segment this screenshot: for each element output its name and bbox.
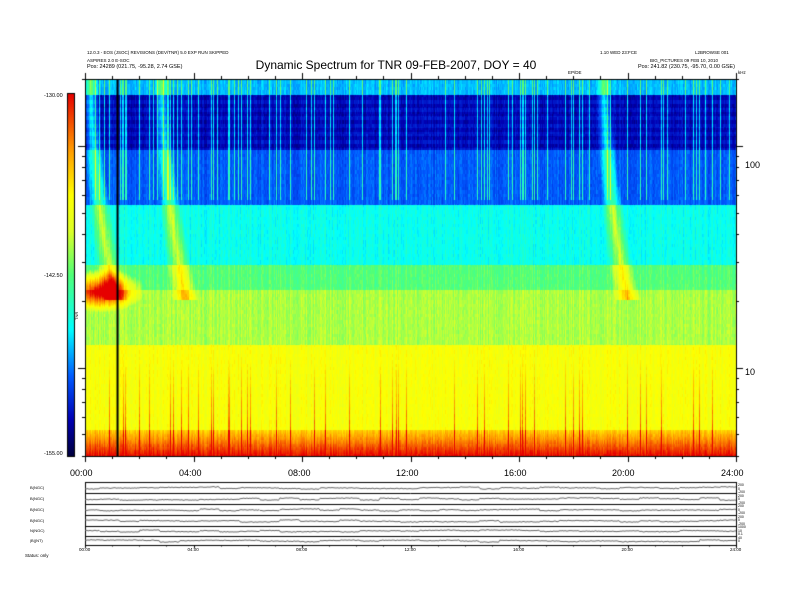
colorbar-tick-top: -130.00: [44, 93, 63, 99]
bottom-label-6: |B|(NT): [30, 538, 43, 543]
bottom-x-tick: 12:00: [404, 547, 416, 552]
bottom-x-tick: 08:00: [296, 547, 308, 552]
bottom-x-tick: 04:00: [187, 547, 199, 552]
bottom-right-tick: 0.1: [738, 532, 743, 536]
bottom-right-tick: -200: [738, 511, 746, 515]
bottom-right-tick: 0: [738, 539, 740, 543]
bottom-label-5: N(NGC): [30, 528, 45, 533]
x-tick-16: 16:00: [504, 468, 527, 478]
bottom-right-tick: 0: [738, 518, 740, 522]
bottom-label-2: B(NGC): [30, 496, 45, 501]
header-left-pos: Pos: 24289 (021.75, -95.28, 2.74 GSE): [87, 64, 183, 70]
x-tick-04: 04:00: [179, 468, 202, 478]
bottom-right-tick: 200: [738, 493, 744, 498]
bottom-right-tick: 200: [738, 514, 744, 519]
bottom-x-tick: 24:00: [730, 547, 742, 552]
x-tick-24: 24:00: [721, 468, 744, 478]
y-tick-100: 100: [745, 160, 761, 170]
bottom-right-tick: -200: [738, 521, 746, 526]
header-left-line2: ASPIRES 2.0 E-SOC: [87, 58, 130, 63]
x-tick-20: 20:00: [612, 468, 635, 478]
y-tick-10: 10: [745, 367, 756, 377]
bottom-right-tick: 200: [738, 504, 744, 508]
bottom-right-tick: 10: [738, 528, 742, 533]
bottom-label-1: B(NGC): [30, 485, 45, 490]
bottom-x-tick: 20:00: [621, 547, 633, 552]
colorbar-label: TNR: [74, 311, 79, 320]
bottom-right-tick: 1000: [738, 525, 746, 529]
chart-title: Dynamic Spectrum for TNR 09-FEB-2007, DO…: [255, 58, 537, 72]
header-right-pos: Pos: 241.82 (230.75, -95.70, 0.00 GSE): [638, 64, 735, 70]
bottom-right-tick: 200: [738, 483, 744, 487]
colorbar-tick-mid: -142.50: [44, 273, 63, 279]
bottom-label-4: B(NGC): [30, 518, 45, 523]
header-right-line1b: L2BROWSE 001: [695, 50, 729, 55]
x-tick-08: 08:00: [288, 468, 311, 478]
y-unit-label: kHz: [738, 70, 746, 75]
header-mid-label: EP/DE: [568, 70, 582, 75]
header-left-line1: 12.0.3 - EOS (JSOC) REVISIONS (DEV/TNR) …: [87, 50, 229, 55]
bottom-x-tick: 16:00: [513, 547, 525, 552]
x-tick-12: 12:00: [396, 468, 419, 478]
colorbar-tick-bottom: -155.00: [44, 451, 63, 457]
x-tick-00: 00:00: [70, 468, 93, 478]
bottom-x-tick: 00:00: [79, 547, 91, 552]
header-right-line1: 1.10 WED 23:FCE: [600, 50, 638, 55]
bottom-right-tick: 0: [738, 486, 740, 491]
header-right-line2: BIG_PICTURES 09 FEB 10, 2010: [650, 58, 719, 63]
bottom-right-tick: 0: [738, 507, 740, 512]
bottom-right-tick: 40: [738, 535, 742, 540]
bottom-right-tick: 0: [738, 497, 740, 501]
bottom-right-tick: -200: [738, 500, 746, 505]
bottom-label-3: B(NGC): [30, 507, 45, 512]
bottom-right-tick: -200: [738, 490, 746, 494]
bottom-left-note: Status: only: [25, 553, 49, 558]
